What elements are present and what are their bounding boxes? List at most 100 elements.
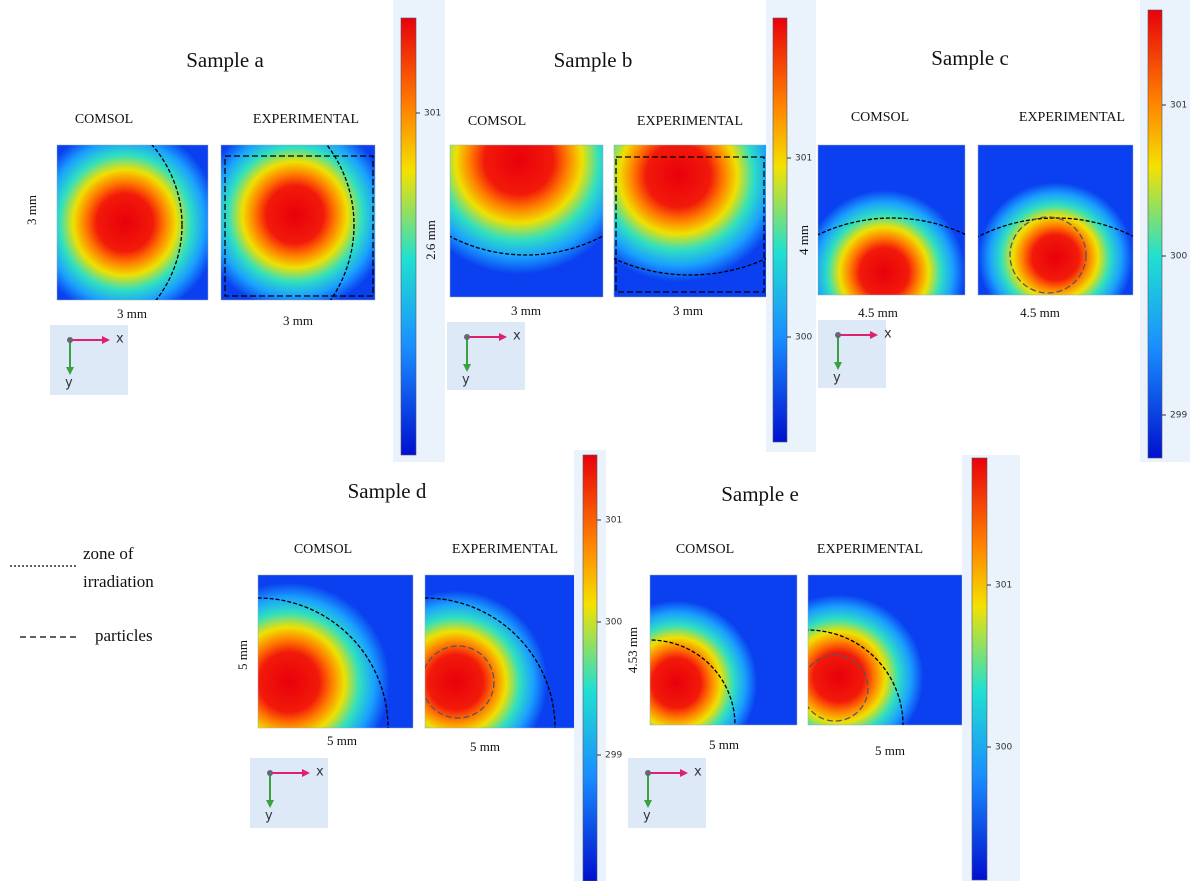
axis-icon — [818, 320, 886, 388]
width-label: 3 mm — [673, 303, 703, 318]
colorbar — [971, 457, 988, 881]
width-label: 4.5 mm — [1020, 305, 1060, 320]
width-label: 5 mm — [327, 733, 357, 748]
axis-origin — [835, 332, 841, 338]
experimental-label: EXPERIMENTAL — [817, 542, 923, 557]
axis-label-x: x — [316, 765, 324, 780]
axis-label-x: x — [884, 327, 892, 342]
width-label: 5 mm — [470, 739, 500, 754]
colorbar — [1147, 9, 1163, 459]
axis-arrow-x — [870, 331, 878, 339]
comsol-label: COMSOL — [468, 114, 526, 129]
heatmap — [977, 144, 1134, 296]
heatmap — [817, 144, 966, 296]
axis-origin — [464, 334, 470, 340]
axis-arrow-y — [463, 364, 471, 372]
axis-icon — [250, 758, 328, 828]
axis-arrow-y — [266, 800, 274, 808]
colorbar-tick-label: 301 — [424, 109, 441, 119]
axis-label-y: y — [462, 373, 470, 388]
axis-arrow-x — [102, 336, 110, 344]
axis-arrow-y — [644, 800, 652, 808]
colorbar-tick-label: 300 — [1170, 252, 1187, 262]
width-label: 5 mm — [709, 737, 739, 752]
colorbar-panel — [1140, 0, 1190, 462]
irradiation-zone — [326, 145, 355, 300]
colorbar-tick-label: 300 — [995, 743, 1012, 753]
height-label: 3 mm — [24, 195, 39, 225]
colorbar — [582, 454, 598, 881]
axis-icon — [447, 322, 525, 390]
experimental-label: EXPERIMENTAL — [637, 114, 743, 129]
sample-title: Sample b — [554, 48, 633, 72]
heatmap — [649, 574, 798, 726]
width-label: 3 mm — [117, 306, 147, 321]
particle-outline — [808, 654, 869, 722]
axis-icon — [50, 325, 128, 395]
colorbar-tick-label: 301 — [605, 516, 622, 526]
axis-arrow-y — [834, 362, 842, 370]
axis-label-y: y — [643, 809, 651, 824]
axis-label-x: x — [694, 765, 702, 780]
particle-outline — [224, 155, 374, 297]
particle-outline — [425, 645, 495, 719]
experimental-label: EXPERIMENTAL — [452, 542, 558, 557]
legend-particles-text: particles — [95, 626, 153, 645]
legend-zone-text: zone of — [83, 544, 134, 563]
axis-arrow-y — [66, 367, 74, 375]
sample-title: Sample e — [721, 482, 799, 506]
height-label: 2.6 mm — [423, 220, 438, 260]
sample-title: Sample c — [931, 46, 1009, 70]
colorbar-tick-label: 299 — [605, 751, 622, 761]
irradiation-zone — [614, 257, 767, 276]
axis-origin — [267, 770, 273, 776]
heatmap — [56, 144, 209, 301]
sample-title: Sample a — [186, 48, 264, 72]
comsol-label: COMSOL — [851, 110, 909, 125]
experimental-label: EXPERIMENTAL — [1019, 110, 1125, 125]
axis-label-x: x — [116, 332, 124, 347]
axis-arrow-x — [499, 333, 507, 341]
axis-origin — [645, 770, 651, 776]
height-label: 4 mm — [796, 225, 811, 255]
colorbar-panel — [962, 455, 1020, 881]
colorbar-tick-label: 300 — [795, 333, 812, 343]
irradiation-zone — [450, 235, 603, 256]
heatmap — [613, 144, 768, 298]
legend-zone-text: irradiation — [83, 572, 154, 591]
colorbar-tick-label: 301 — [795, 154, 812, 164]
axis-label-y: y — [65, 376, 73, 391]
axis-icon — [628, 758, 706, 828]
heatmap — [424, 574, 579, 729]
width-label: 3 mm — [511, 303, 541, 318]
sample-title: Sample d — [348, 479, 427, 503]
colorbar — [772, 17, 788, 443]
colorbar-tick-label: 301 — [1170, 101, 1187, 111]
heatmap — [257, 574, 414, 729]
axis-label-y: y — [833, 371, 841, 386]
axis-arrow-x — [680, 769, 688, 777]
particle-outline — [1009, 216, 1087, 294]
comsol-label: COMSOL — [294, 542, 352, 557]
colorbar-tick-label: 301 — [995, 581, 1012, 591]
heatmap — [449, 144, 604, 298]
colorbar-tick-label: 300 — [605, 618, 622, 628]
particle-outline — [615, 156, 765, 293]
comsol-label: COMSOL — [676, 542, 734, 557]
height-label: 4.53 mm — [625, 627, 640, 673]
experimental-label: EXPERIMENTAL — [253, 112, 359, 127]
width-label: 4.5 mm — [858, 305, 898, 320]
axis-label-x: x — [513, 329, 521, 344]
irradiation-zone — [151, 145, 183, 300]
irradiation-zone — [978, 217, 1133, 238]
colorbar — [400, 17, 417, 456]
irradiation-zone — [818, 217, 965, 236]
axis-origin — [67, 337, 73, 343]
colorbar-tick-label: 299 — [1170, 411, 1187, 421]
heatmap — [807, 574, 963, 726]
height-label: 5 mm — [235, 640, 250, 670]
axis-label-y: y — [265, 809, 273, 824]
width-label: 5 mm — [875, 743, 905, 758]
comsol-label: COMSOL — [75, 112, 133, 127]
